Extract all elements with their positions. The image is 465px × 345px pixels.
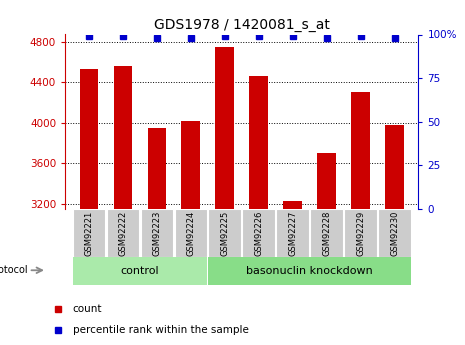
Bar <box>249 76 268 209</box>
Text: basonuclin knockdown: basonuclin knockdown <box>246 266 373 276</box>
FancyBboxPatch shape <box>311 209 343 257</box>
FancyBboxPatch shape <box>174 209 207 257</box>
FancyBboxPatch shape <box>208 209 241 257</box>
Bar <box>352 92 370 209</box>
Text: GSM92228: GSM92228 <box>322 211 331 256</box>
Bar <box>215 47 234 209</box>
Text: count: count <box>73 304 102 314</box>
FancyBboxPatch shape <box>140 209 173 257</box>
Bar <box>181 121 200 209</box>
Bar <box>318 153 336 209</box>
Text: GSM92226: GSM92226 <box>254 211 263 256</box>
Text: GSM92224: GSM92224 <box>186 211 195 256</box>
FancyBboxPatch shape <box>345 209 377 257</box>
Text: GSM92223: GSM92223 <box>153 211 161 256</box>
FancyBboxPatch shape <box>106 209 139 257</box>
Bar <box>147 128 166 209</box>
FancyBboxPatch shape <box>208 257 411 285</box>
Bar <box>113 66 132 209</box>
Bar <box>385 125 404 209</box>
FancyBboxPatch shape <box>379 209 411 257</box>
Text: GSM92225: GSM92225 <box>220 211 229 256</box>
FancyBboxPatch shape <box>73 209 105 257</box>
Text: protocol: protocol <box>0 265 27 275</box>
Text: GSM92227: GSM92227 <box>288 211 297 256</box>
FancyBboxPatch shape <box>277 209 309 257</box>
Bar <box>284 201 302 209</box>
Text: GSM92222: GSM92222 <box>119 211 127 256</box>
Title: GDS1978 / 1420081_s_at: GDS1978 / 1420081_s_at <box>154 18 330 32</box>
Text: GSM92229: GSM92229 <box>356 211 365 256</box>
Text: control: control <box>120 266 159 276</box>
Text: GSM92221: GSM92221 <box>84 211 93 256</box>
FancyBboxPatch shape <box>73 257 207 285</box>
Text: percentile rank within the sample: percentile rank within the sample <box>73 325 248 335</box>
FancyBboxPatch shape <box>242 209 275 257</box>
Text: GSM92230: GSM92230 <box>390 211 399 256</box>
Bar <box>80 69 98 209</box>
